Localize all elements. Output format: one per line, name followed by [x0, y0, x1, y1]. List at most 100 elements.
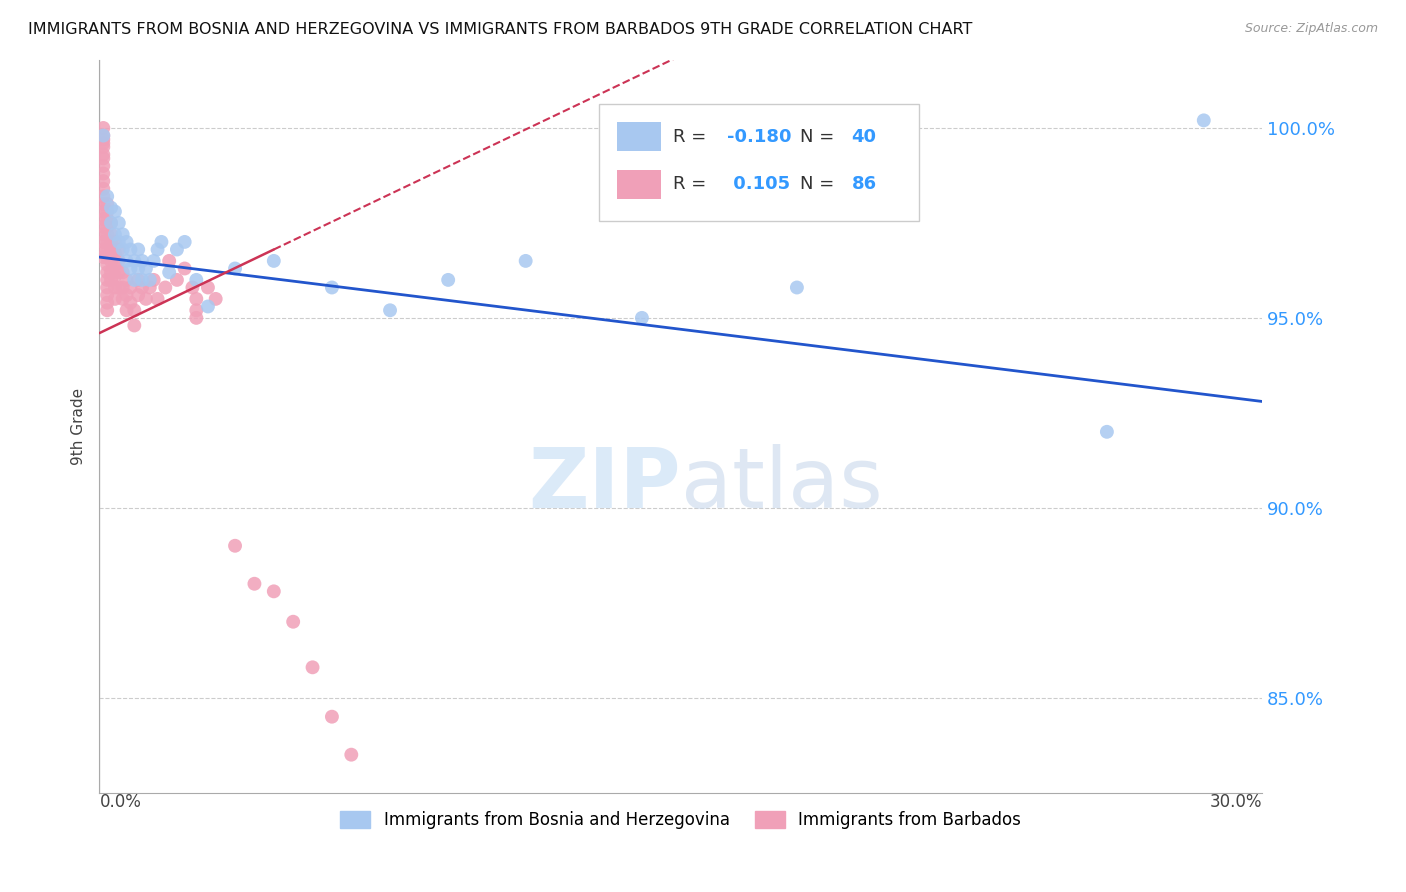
Point [96, 212, 118, 227]
Point [96, 235, 118, 249]
Text: 0.0%: 0.0% [100, 793, 142, 811]
Point [91, 204, 114, 219]
Point [115, 253, 138, 268]
Point [131, 280, 153, 294]
Point [108, 216, 131, 230]
Point [96, 265, 118, 279]
Point [243, 576, 266, 591]
Legend: Immigrants from Bosnia and Herzegovina, Immigrants from Barbados: Immigrants from Bosnia and Herzegovina, … [333, 804, 1028, 836]
Point [155, 280, 177, 294]
Point [91, 167, 114, 181]
Point [100, 253, 122, 268]
Point [96, 197, 118, 211]
Point [91, 147, 114, 161]
Text: N =: N = [800, 128, 835, 145]
Point [786, 280, 808, 294]
Point [108, 243, 131, 257]
Point [104, 280, 127, 294]
Point [100, 265, 122, 279]
Point [515, 253, 537, 268]
Point [115, 288, 138, 302]
Point [104, 292, 127, 306]
Point [104, 227, 127, 242]
Point [263, 253, 285, 268]
Point [91, 128, 114, 143]
Point [124, 303, 146, 318]
Text: 30.0%: 30.0% [1209, 793, 1263, 811]
Point [104, 235, 127, 249]
Point [120, 280, 142, 294]
Y-axis label: 9th Grade: 9th Grade [72, 387, 86, 465]
Point [124, 273, 146, 287]
Point [186, 303, 208, 318]
Point [91, 250, 114, 264]
Point [91, 132, 114, 146]
Point [91, 197, 114, 211]
Point [100, 243, 122, 257]
Point [96, 250, 118, 264]
Point [115, 235, 138, 249]
Point [146, 292, 169, 306]
Point [91, 189, 114, 203]
Point [150, 235, 173, 249]
Point [91, 159, 114, 173]
Point [108, 280, 131, 294]
Point [131, 273, 153, 287]
Point [108, 253, 131, 268]
Point [120, 295, 142, 310]
Point [135, 292, 157, 306]
Text: R =: R = [672, 175, 706, 194]
Point [96, 243, 118, 257]
Point [96, 189, 118, 203]
Point [111, 280, 134, 294]
Point [197, 280, 219, 294]
Point [197, 300, 219, 314]
Point [301, 660, 323, 674]
Point [124, 318, 146, 333]
Point [108, 265, 131, 279]
Point [100, 227, 122, 242]
Point [186, 310, 208, 325]
Point [124, 253, 146, 268]
Point [111, 227, 134, 242]
Point [127, 273, 149, 287]
Point [91, 212, 114, 227]
Text: -0.180: -0.180 [727, 128, 792, 145]
Point [96, 273, 118, 287]
Point [100, 201, 122, 215]
Text: N =: N = [800, 175, 835, 194]
Point [1095, 425, 1118, 439]
Point [283, 615, 305, 629]
Text: ZIP: ZIP [529, 444, 681, 525]
Point [139, 280, 162, 294]
Point [100, 235, 122, 249]
Point [115, 273, 138, 287]
Point [100, 216, 122, 230]
Point [91, 243, 114, 257]
Text: atlas: atlas [681, 444, 883, 525]
Point [96, 258, 118, 272]
Point [437, 273, 460, 287]
Point [96, 288, 118, 302]
Point [181, 280, 204, 294]
Point [321, 280, 343, 294]
Point [135, 261, 157, 276]
Point [96, 295, 118, 310]
Point [115, 303, 138, 318]
Point [120, 261, 142, 276]
Point [91, 128, 114, 143]
Point [127, 261, 149, 276]
Point [378, 303, 401, 318]
Point [166, 273, 188, 287]
Point [127, 243, 149, 257]
Text: 0.105: 0.105 [727, 175, 790, 194]
Point [91, 235, 114, 249]
Point [263, 584, 285, 599]
Bar [617, 122, 661, 152]
Point [96, 227, 118, 242]
Point [100, 216, 122, 230]
Text: 40: 40 [852, 128, 876, 145]
Point [186, 292, 208, 306]
Point [96, 303, 118, 318]
Bar [617, 169, 661, 199]
